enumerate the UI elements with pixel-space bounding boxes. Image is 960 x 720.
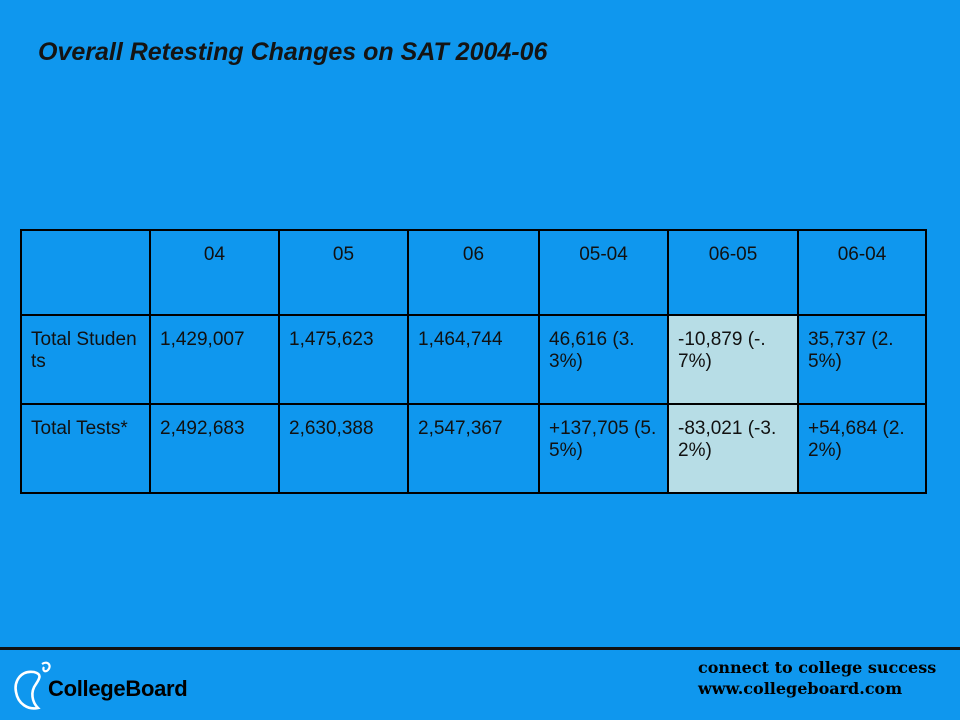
table-cell: 35,737 (2.5%) bbox=[797, 314, 927, 405]
row-label: Total Students bbox=[20, 314, 151, 405]
column-header: 05 bbox=[278, 229, 409, 316]
column-header: 06-05 bbox=[667, 229, 799, 316]
table-cell: +137,705 (5.5%) bbox=[538, 403, 669, 494]
collegeboard-logo: CollegeBoard bbox=[12, 656, 212, 712]
tagline-url: www.collegeboard.com bbox=[698, 679, 903, 698]
acorn-logo-icon bbox=[14, 661, 51, 710]
footer-tagline: connect to college success www.collegebo… bbox=[698, 657, 936, 699]
table-cell: 46,616 (3.3%) bbox=[538, 314, 669, 405]
table-cell-highlighted: -10,879 (-.7%) bbox=[667, 314, 799, 405]
table-cell: 2,630,388 bbox=[278, 403, 409, 494]
footer-divider bbox=[0, 647, 960, 650]
table-cell: 2,547,367 bbox=[407, 403, 540, 494]
column-header: 06-04 bbox=[797, 229, 927, 316]
retesting-table: 04 05 06 05-04 06-05 06-04 Total Student… bbox=[20, 229, 927, 494]
table-cell-highlighted: -83,021 (-3.2%) bbox=[667, 403, 799, 494]
table-cell: +54,684 (2.2%) bbox=[797, 403, 927, 494]
table-row: Total Tests* 2,492,683 2,630,388 2,547,3… bbox=[20, 403, 927, 494]
table-cell: 2,492,683 bbox=[149, 403, 280, 494]
table-cell: 1,475,623 bbox=[278, 314, 409, 405]
column-header: 04 bbox=[149, 229, 280, 316]
table-row: Total Students 1,429,007 1,475,623 1,464… bbox=[20, 314, 927, 405]
logo-text: CollegeBoard bbox=[48, 676, 188, 701]
table-cell: 1,464,744 bbox=[407, 314, 540, 405]
column-header: 05-04 bbox=[538, 229, 669, 316]
tagline-slogan: connect to college success bbox=[698, 658, 937, 677]
table-header-row: 04 05 06 05-04 06-05 06-04 bbox=[20, 229, 927, 316]
column-header: 06 bbox=[407, 229, 540, 316]
row-label: Total Tests* bbox=[20, 403, 151, 494]
slide-title: Overall Retesting Changes on SAT 2004-06 bbox=[38, 38, 548, 66]
table-corner-cell bbox=[20, 229, 151, 316]
table-cell: 1,429,007 bbox=[149, 314, 280, 405]
